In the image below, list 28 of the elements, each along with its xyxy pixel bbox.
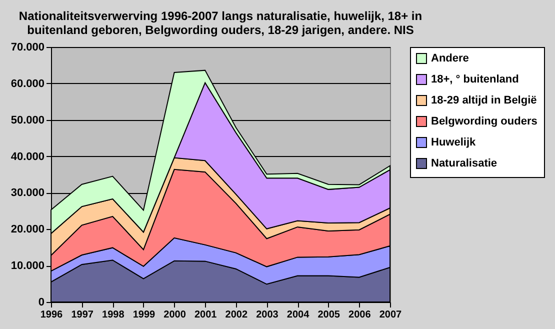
x-tick-label: 2007 — [379, 310, 402, 320]
legend-label: 18+, ° buitenland — [431, 74, 519, 86]
text: buitenland geboren, Belgwording ouders, 18-29 jarigen, andere. NIS — [27, 23, 414, 37]
y-tick-label: 50.000 — [10, 114, 44, 126]
y-tick-label: 30.000 — [10, 187, 44, 200]
legend-label: Belgwording ouders — [431, 116, 538, 128]
y-tick-label: 20.000 — [10, 224, 44, 236]
x-tick-label: 2000 — [164, 310, 186, 320]
y-tick-label: 10.000 — [10, 260, 44, 272]
x-tick-label: 1997 — [71, 310, 94, 320]
legend-label: Huwelijk — [431, 136, 477, 148]
x-tick-label: 2002 — [225, 310, 248, 320]
legend-label: 18-29 altijd in België — [431, 94, 537, 106]
x-tick-label: 2006 — [348, 310, 372, 320]
x-tick-label: 2003 — [256, 310, 279, 320]
y-tick-label: 40.000 — [10, 150, 44, 163]
x-tick-label: 2001 — [194, 310, 218, 320]
x-tick-label: 2005 — [318, 310, 340, 320]
y-tick-label: 0 — [38, 296, 44, 308]
legend-label: Naturalisatie — [431, 158, 498, 170]
text: Nationaliteitsverwerving 1996-2007 langs naturalisatie, huwelijk, 18+ in — [18, 9, 422, 23]
legend-label: Andere — [431, 52, 469, 64]
y-tick-label: 60.000 — [10, 78, 44, 90]
x-tick-label: 1999 — [132, 310, 156, 320]
x-tick-label: 2004 — [286, 310, 310, 320]
x-tick-label: 1996 — [40, 310, 64, 320]
y-tick-label: 70.000 — [10, 42, 44, 54]
x-tick-label: 1998 — [102, 310, 125, 320]
